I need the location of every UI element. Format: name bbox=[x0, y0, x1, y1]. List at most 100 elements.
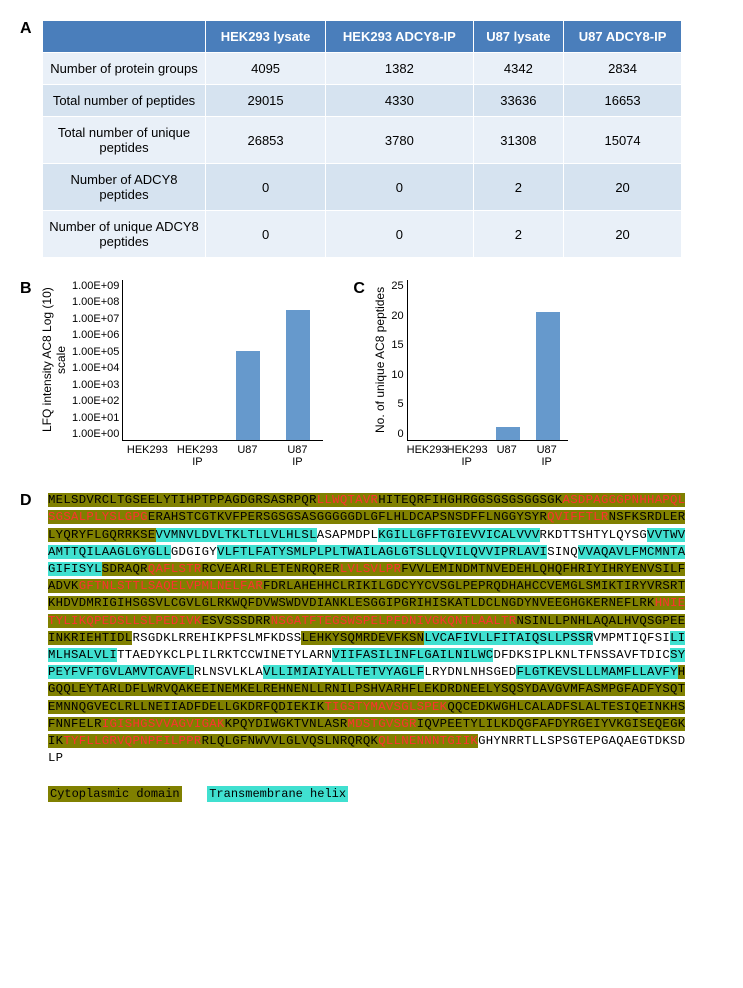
row-header: Number of protein groups bbox=[43, 53, 206, 85]
seq-segment: ESVSSSDRR bbox=[202, 614, 271, 628]
panel-d: D MELSDVRCLTGSEELYTIHPTPPAGDGRSASRPQRLLW… bbox=[20, 492, 723, 767]
seq-segment: KPQYDIWGKTVNLASR bbox=[225, 717, 348, 731]
seq-segment: GDGIGY bbox=[171, 545, 217, 559]
seq-segment: YLQYSG bbox=[601, 528, 647, 542]
seq-segment: FLGTKEV bbox=[516, 665, 570, 679]
seq-segment: TTAEDYKCLPLILRKTCCWINE bbox=[117, 648, 286, 662]
charts-row: B LFQ intensity AC8 Log (10) scale 1.00E… bbox=[20, 280, 723, 468]
seq-segment: FDRLAHEHHCLRIKILGDCYYCVSGLPEPRQDHAH bbox=[263, 579, 532, 593]
row-header: Total number of peptides bbox=[43, 85, 206, 117]
y-tick: 5 bbox=[398, 398, 404, 410]
seq-segment: VLFTLFATYSMLPLPLTWAILA bbox=[217, 545, 386, 559]
table-cell: 0 bbox=[326, 164, 473, 211]
table-cell: 2834 bbox=[564, 53, 682, 85]
col-1: HEK293 lysate bbox=[206, 21, 326, 53]
col-blank bbox=[43, 21, 206, 53]
seq-segment: DFDKSIPLKN bbox=[493, 648, 570, 662]
seq-segment: VLLIMIAIYALLTETVYAGLF bbox=[263, 665, 424, 679]
seq-segment: QQCEDKWGHLCALADFSLALTESIQEINKH bbox=[447, 700, 677, 714]
sequence-block: MELSDVRCLTGSEELYTIHPTPPAGDGRSASRPQRLLWQT… bbox=[48, 492, 688, 767]
x-label: U87 bbox=[222, 444, 272, 468]
seq-segment: NSINLLPNHLAQALHV bbox=[516, 614, 639, 628]
x-label: HEK293 IP bbox=[447, 444, 487, 468]
panel-c-label: C bbox=[353, 280, 373, 298]
seq-segment: KGILLGFFTGIEVVICALVVV bbox=[378, 528, 539, 542]
seq-segment: MELSDVRCLTGSEELYTIHPTPPAGDGRSASRPQR bbox=[48, 493, 317, 507]
y-tick: 1.00E+05 bbox=[72, 346, 119, 358]
bar bbox=[536, 312, 560, 440]
seq-segment: K bbox=[71, 579, 79, 593]
seq-segment: GGGGDLGFLHLDCAPSNSDFFLNGGYSYR bbox=[324, 510, 547, 524]
seq-segment: NSGATFTEGSWSPELPFDNIVGKQNTLAALTR bbox=[271, 614, 517, 628]
y-tick: 1.00E+06 bbox=[72, 329, 119, 341]
seq-segment: LLQVILQVVIPRLAVI bbox=[424, 545, 547, 559]
seq-segment: GSGGSGK bbox=[509, 493, 563, 507]
bar bbox=[286, 310, 310, 440]
table-cell: 0 bbox=[206, 211, 326, 258]
table-cell: 4342 bbox=[473, 53, 564, 85]
seq-segment: SE bbox=[140, 528, 155, 542]
seq-segment: RCVEAR bbox=[202, 562, 248, 576]
panel-a-label: A bbox=[20, 20, 42, 38]
chart-b-ylabel: LFQ intensity AC8 Log (10) scale bbox=[40, 280, 68, 440]
y-tick: 25 bbox=[391, 280, 403, 292]
seq-segment: RLNSVLKLA bbox=[194, 665, 263, 679]
seq-segment: LTFNSSAVFTDIC bbox=[570, 648, 670, 662]
seq-segment: ASAPMDPL bbox=[317, 528, 378, 542]
bar bbox=[236, 351, 260, 440]
table-cell: 15074 bbox=[564, 117, 682, 164]
x-label: HEK293 bbox=[122, 444, 172, 468]
y-tick: 1.00E+01 bbox=[72, 412, 119, 424]
seq-segment: ESGGIPGRIHISKATLDCLNGDYNVEEGHGKERNEFLRK bbox=[355, 596, 655, 610]
table-cell: 4095 bbox=[206, 53, 326, 85]
y-tick: 15 bbox=[391, 339, 403, 351]
y-tick: 0 bbox=[398, 428, 404, 440]
seq-segment: LRLETENRQRER bbox=[248, 562, 340, 576]
seq-segment: LVLSVLPR bbox=[340, 562, 401, 576]
table-cell: 20 bbox=[564, 164, 682, 211]
seq-segment: MDSTGVSGR bbox=[348, 717, 417, 731]
table-cell: 33636 bbox=[473, 85, 564, 117]
table-cell: 2 bbox=[473, 164, 564, 211]
chart-c-ylabel: No. of unique AC8 peptides bbox=[373, 280, 387, 440]
panel-b-label: B bbox=[20, 280, 40, 298]
y-tick: 1.00E+08 bbox=[72, 296, 119, 308]
bar bbox=[496, 427, 520, 440]
seq-segment: IGISHGSVVAGVIGAK bbox=[102, 717, 225, 731]
seq-segment: GFTNLSTTLSAQELVPMLNELFAR bbox=[79, 579, 263, 593]
seq-segment: TIGSTYMAVSGLSPEK bbox=[324, 700, 447, 714]
seq-segment: QAFLSTR bbox=[148, 562, 202, 576]
seq-segment: SDRAQR bbox=[102, 562, 148, 576]
table-cell: 3780 bbox=[326, 117, 473, 164]
seq-segment: IVLLFITAIQSLLPSSR bbox=[463, 631, 594, 645]
y-tick: 1.00E+04 bbox=[72, 362, 119, 374]
col-3: U87 lysate bbox=[473, 21, 564, 53]
table-cell: 31308 bbox=[473, 117, 564, 164]
seq-segment: VIIFASILINFLGAILNILWC bbox=[332, 648, 493, 662]
seq-segment: HITEQRFIHGHRGGSGS bbox=[378, 493, 509, 507]
y-tick: 1.00E+02 bbox=[72, 395, 119, 407]
chart-c-yticks: 2520151050 bbox=[391, 280, 406, 440]
seq-segment: QLLNENNNTGIIK bbox=[378, 734, 478, 748]
seq-segment: VMPMTIQFSI bbox=[593, 631, 670, 645]
x-label: U87 IP bbox=[527, 444, 567, 468]
seq-segment: LEHKYSQMRDEVFKSN bbox=[301, 631, 424, 645]
seq-segment: LLWQTAVR bbox=[317, 493, 378, 507]
chart-b-xlabels: HEK293HEK293 IPU87U87 IP bbox=[122, 444, 322, 468]
table-cell: 1382 bbox=[326, 53, 473, 85]
seq-segment: RSGDKLRREHIKPFSLMFKDSS bbox=[132, 631, 301, 645]
table-cell: 4330 bbox=[326, 85, 473, 117]
chart-c-xlabels: HEK293HEK293 IPU87U87 IP bbox=[407, 444, 567, 468]
x-label: U87 IP bbox=[272, 444, 322, 468]
data-table: HEK293 lysate HEK293 ADCY8-IP U87 lysate… bbox=[42, 20, 682, 258]
legend-cytoplasmic: Cytoplasmic domain bbox=[48, 786, 182, 802]
col-2: HEK293 ADCY8-IP bbox=[326, 21, 473, 53]
seq-segment: LLGKDRFQDIEKIK bbox=[217, 700, 325, 714]
seq-segment: VVMNVLDVLTKLTLLVLHLSL bbox=[156, 528, 317, 542]
legend: Cytoplasmic domain Transmembrane helix bbox=[48, 787, 723, 801]
y-tick: 1.00E+03 bbox=[72, 379, 119, 391]
seq-segment: LRYDNLNHSGED bbox=[424, 665, 516, 679]
seq-segment: IQVPEETYLIL bbox=[417, 717, 501, 731]
legend-transmembrane: Transmembrane helix bbox=[207, 786, 348, 802]
seq-segment: LVCAF bbox=[424, 631, 462, 645]
